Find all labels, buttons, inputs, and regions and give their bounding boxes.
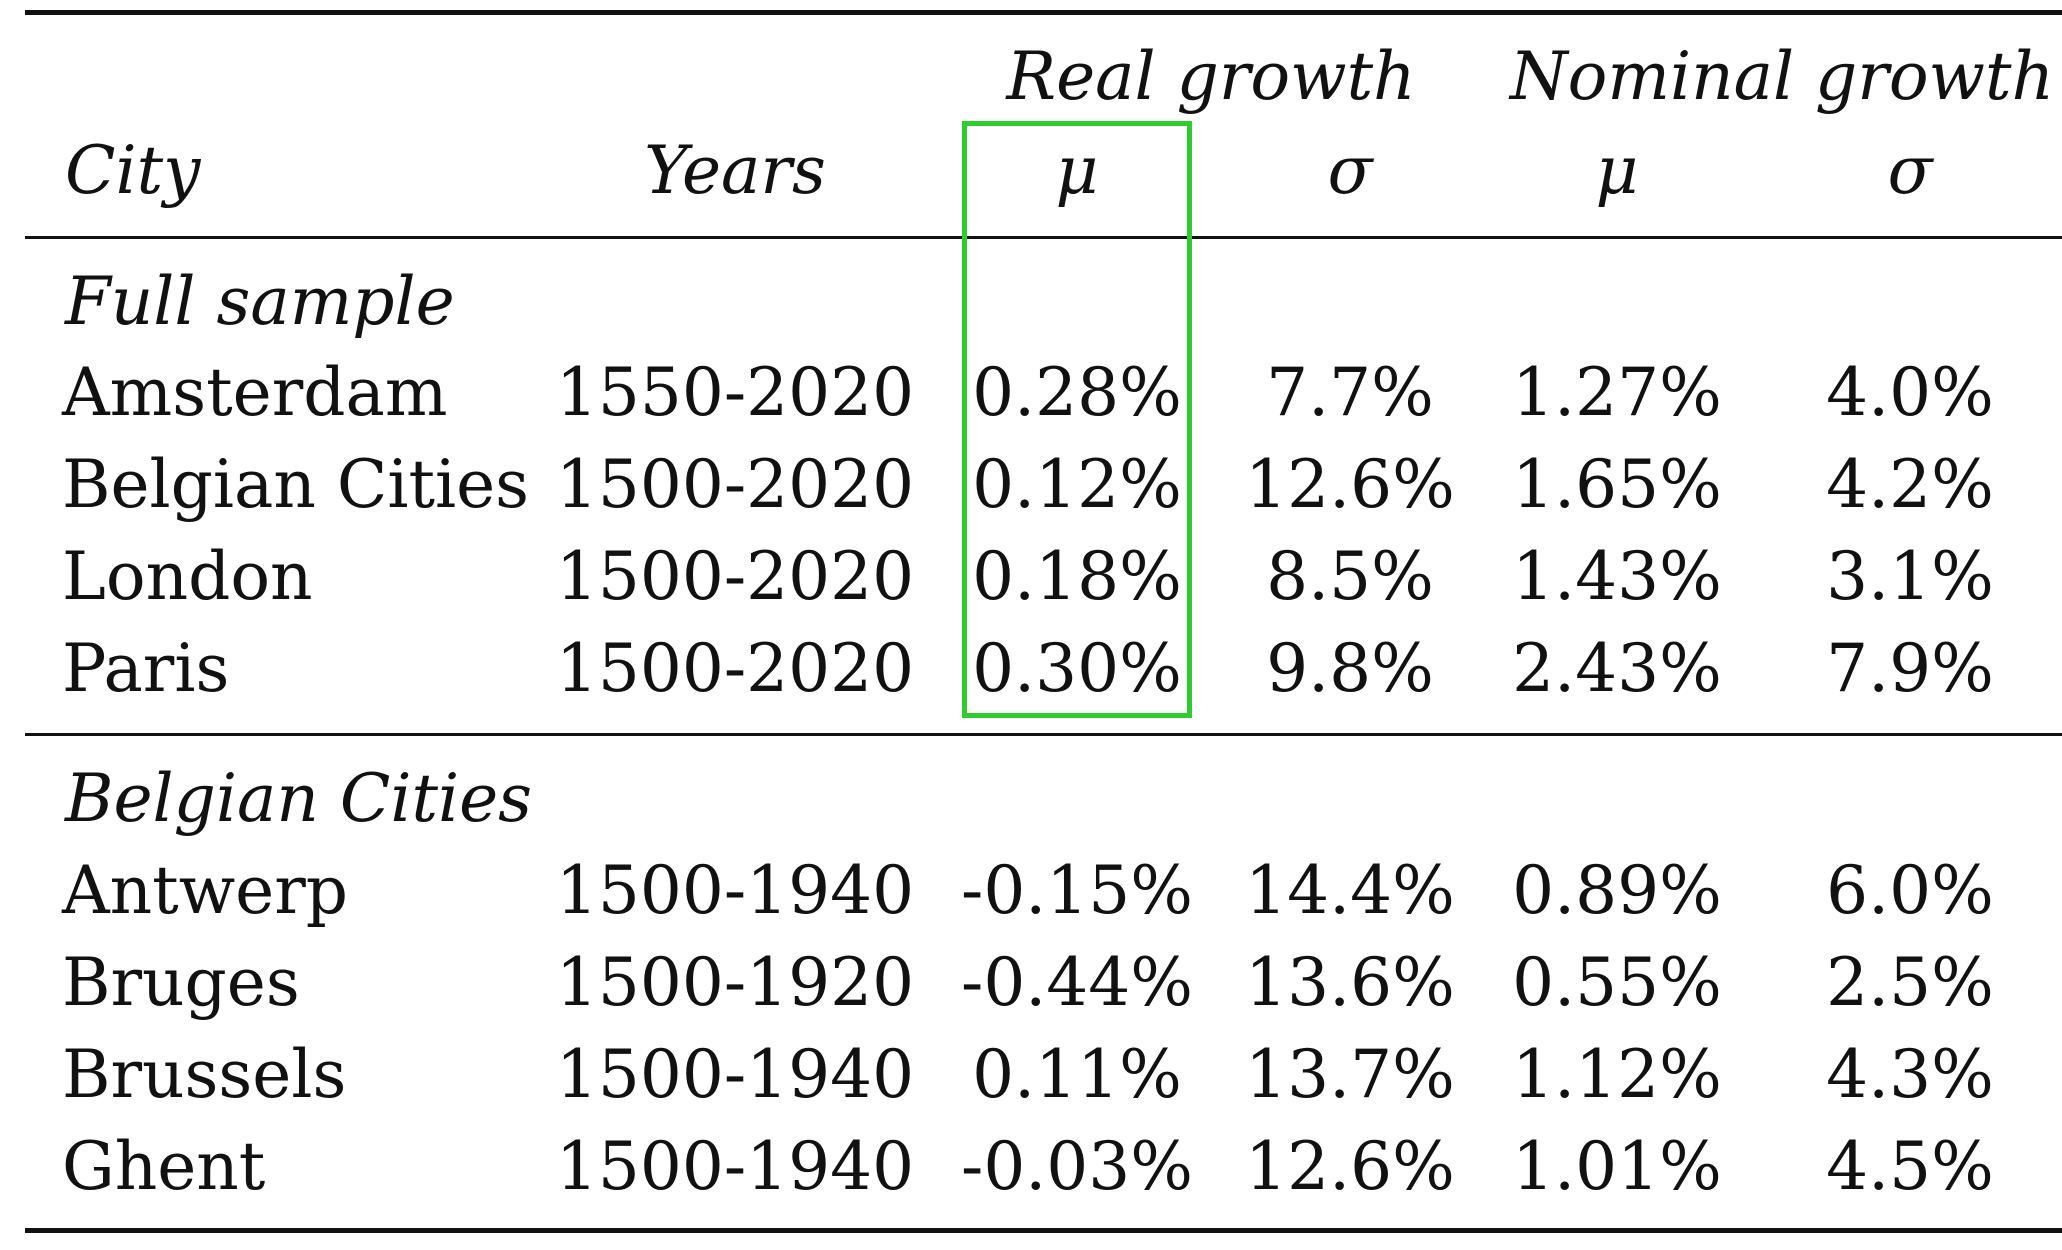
table-row-nominal-mu: 2.43% xyxy=(1512,630,1722,707)
table-row-nominal-mu: 1.27% xyxy=(1512,354,1722,431)
table-row-real-mu: -0.44% xyxy=(961,944,1193,1021)
section-rule xyxy=(25,733,2062,736)
table-row-nominal-sigma: 6.0% xyxy=(1826,852,1994,929)
section-title-belgian-cities: Belgian Cities xyxy=(65,760,533,837)
table-row-real-sigma: 12.6% xyxy=(1245,1128,1455,1205)
table-row-city: Antwerp xyxy=(62,852,349,929)
table-row-nominal-mu: 0.89% xyxy=(1512,852,1722,929)
nominal-mu-header: μ xyxy=(1595,132,1639,209)
table-row-city: Ghent xyxy=(62,1128,266,1205)
table-row-years: 1500-1940 xyxy=(555,1128,915,1205)
table-row-real-mu: 0.28% xyxy=(972,354,1182,431)
table-row-real-sigma: 14.4% xyxy=(1245,852,1455,929)
table-row-nominal-mu: 1.65% xyxy=(1512,446,1722,523)
real-mu-header: μ xyxy=(1055,132,1099,209)
nominal-growth-header: Nominal growth xyxy=(1509,38,2055,115)
table-row-years: 1500-2020 xyxy=(555,538,915,615)
highlight-box xyxy=(962,121,1192,718)
table-row-real-sigma: 13.7% xyxy=(1245,1036,1455,1113)
table-row-real-sigma: 13.6% xyxy=(1245,944,1455,1021)
table-row-real-sigma: 9.8% xyxy=(1266,630,1434,707)
table-row-city: Belgian Cities xyxy=(62,446,530,523)
table-row-real-mu: -0.03% xyxy=(961,1128,1193,1205)
table-row-real-mu: -0.15% xyxy=(961,852,1193,929)
table-row-nominal-mu: 0.55% xyxy=(1512,944,1722,1021)
table-row-nominal-mu: 1.12% xyxy=(1512,1036,1722,1113)
table-row-years: 1550-2020 xyxy=(555,354,915,431)
table-row-city: Amsterdam xyxy=(62,354,448,431)
table-row-years: 1500-1940 xyxy=(555,1036,915,1113)
city-column-header: City xyxy=(65,132,201,209)
header-rule xyxy=(25,236,2062,239)
table-row-real-mu: 0.18% xyxy=(972,538,1182,615)
table-row-nominal-sigma: 2.5% xyxy=(1826,944,1994,1021)
table-row-city: London xyxy=(62,538,313,615)
table-row-real-mu: 0.11% xyxy=(972,1036,1182,1113)
section-title-full-sample: Full sample xyxy=(65,263,455,340)
table-row-nominal-sigma: 7.9% xyxy=(1826,630,1994,707)
table-row-real-sigma: 12.6% xyxy=(1245,446,1455,523)
table-row-years: 1500-2020 xyxy=(555,446,915,523)
real-sigma-header: σ xyxy=(1327,132,1373,209)
table-row-nominal-sigma: 4.0% xyxy=(1826,354,1994,431)
table-row-real-mu: 0.12% xyxy=(972,446,1182,523)
table-row-nominal-sigma: 4.5% xyxy=(1826,1128,1994,1205)
bottom-rule xyxy=(25,1228,2062,1233)
table-row-real-mu: 0.30% xyxy=(972,630,1182,707)
table-row-real-sigma: 7.7% xyxy=(1266,354,1434,431)
top-rule xyxy=(25,10,2062,15)
real-growth-header: Real growth xyxy=(1006,38,1416,115)
table-row-city: Bruges xyxy=(62,944,300,1021)
table-row-nominal-sigma: 4.2% xyxy=(1826,446,1994,523)
table-row-nominal-sigma: 3.1% xyxy=(1826,538,1994,615)
years-column-header: Years xyxy=(644,132,826,209)
table-row-nominal-sigma: 4.3% xyxy=(1826,1036,1994,1113)
table-row-years: 1500-1940 xyxy=(555,852,915,929)
table-row-nominal-mu: 1.43% xyxy=(1512,538,1722,615)
table-row-years: 1500-1920 xyxy=(555,944,915,1021)
table-row-real-sigma: 8.5% xyxy=(1266,538,1434,615)
nominal-sigma-header: σ xyxy=(1887,132,1933,209)
table-row-years: 1500-2020 xyxy=(555,630,915,707)
table-row-city: Brussels xyxy=(62,1036,347,1113)
table-row-nominal-mu: 1.01% xyxy=(1512,1128,1722,1205)
table-row-city: Paris xyxy=(62,630,230,707)
